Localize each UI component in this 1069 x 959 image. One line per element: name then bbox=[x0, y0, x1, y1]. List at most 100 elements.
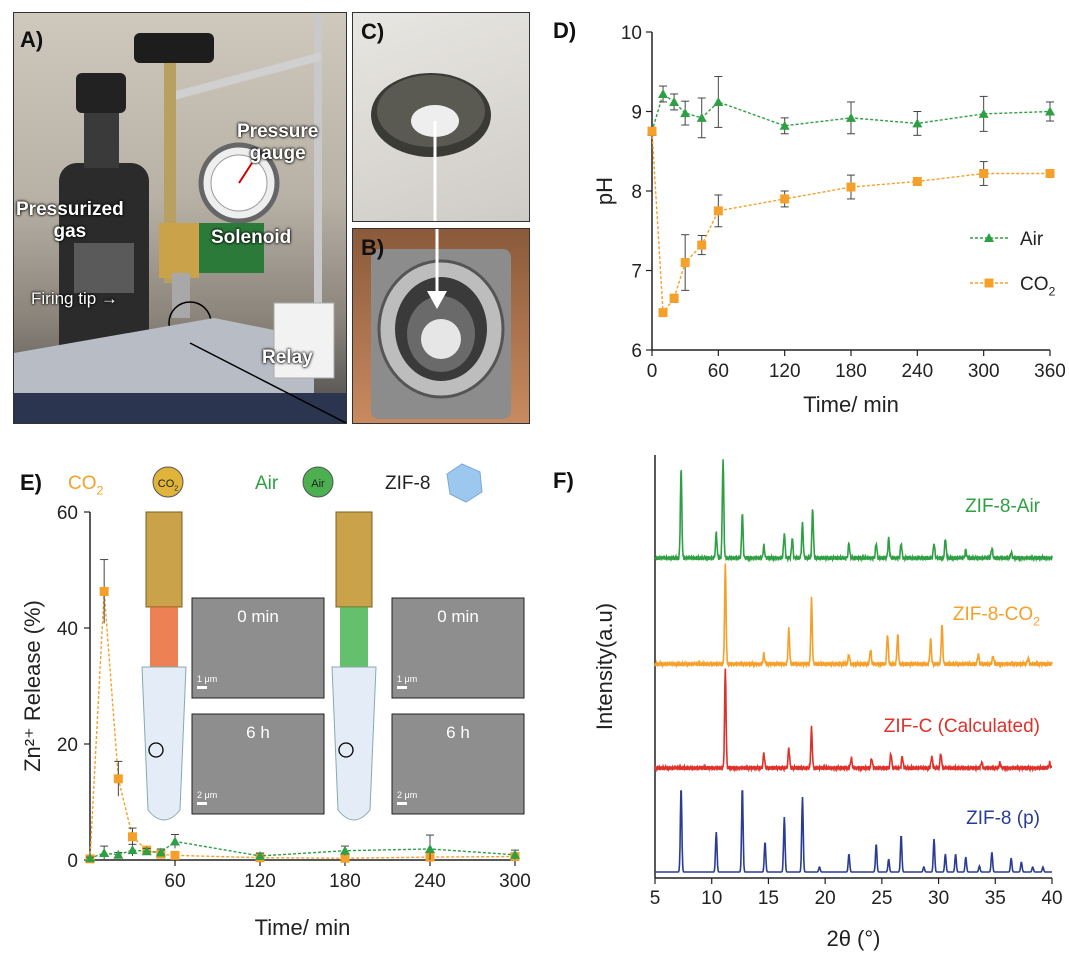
x-tick-label: 300 bbox=[968, 361, 1000, 382]
data-point-co2 bbox=[113, 774, 123, 784]
x-tick-label: 10 bbox=[701, 888, 722, 909]
x-axis-label: 2θ (°) bbox=[826, 926, 880, 951]
data-point-air bbox=[713, 96, 724, 106]
data-point-co2 bbox=[1045, 169, 1055, 179]
y-tick-label: 20 bbox=[57, 735, 78, 756]
co2-0min-scale-bar bbox=[197, 686, 207, 689]
air-0min-scale-bar bbox=[397, 686, 407, 689]
data-point-air bbox=[912, 118, 923, 128]
y-tick-label: 40 bbox=[57, 619, 78, 640]
legend-marker-co2 bbox=[984, 278, 994, 288]
chart-xrd: 5 10 15 20 25 30 35 40 2θ (°) Intensity(a.u) ZIF-8… bbox=[592, 455, 1063, 951]
data-point-air bbox=[255, 850, 265, 860]
x-tick-label: 180 bbox=[835, 361, 867, 382]
data-point-co2 bbox=[846, 182, 856, 192]
air-bubble-label: Air bbox=[311, 478, 325, 490]
x-tick-label: 0 bbox=[647, 361, 658, 382]
y-axis-label: Intensity(a.u) bbox=[592, 603, 617, 730]
data-point-air bbox=[141, 846, 152, 856]
panel-label-c: C) bbox=[361, 19, 385, 44]
y-tick-label: 60 bbox=[57, 503, 78, 524]
y-tick-label: 6 bbox=[631, 341, 642, 362]
x-tick-label: 35 bbox=[985, 888, 1006, 909]
co2-zoom-circle bbox=[148, 742, 164, 758]
data-point-co2 bbox=[658, 308, 668, 318]
air-bubble-icon bbox=[302, 466, 334, 498]
y-tick-label: 9 bbox=[631, 103, 642, 124]
co2-0min-sem-label: 0 min bbox=[237, 607, 279, 626]
data-point-co2 bbox=[680, 258, 690, 268]
data-point-air bbox=[978, 108, 989, 118]
co2-jet bbox=[150, 607, 178, 667]
data-point-air bbox=[696, 112, 707, 122]
y-axis-label: pH bbox=[592, 177, 617, 205]
data-point-air bbox=[340, 845, 350, 855]
y-tick-label: 0 bbox=[67, 851, 78, 872]
zif8-crystal-icon bbox=[446, 463, 483, 503]
x-axis-label: Time/ min bbox=[255, 915, 351, 940]
co2-6h-scale-label: 2 μm bbox=[197, 790, 217, 800]
x-tick-label: 240 bbox=[414, 871, 446, 892]
y-tick-label: 8 bbox=[631, 182, 642, 203]
chart-ph: 6 7 8 9 10 0 60 120 180 240 300 360 Time/ min pH Air CO… bbox=[592, 23, 1065, 417]
panel-label-f: F) bbox=[553, 468, 574, 493]
y-axis-label: Zn²⁺ Release (%) bbox=[20, 600, 45, 772]
panel-label-d: D) bbox=[553, 18, 577, 43]
data-point-co2 bbox=[340, 853, 350, 863]
label-co2: CO2 bbox=[158, 478, 179, 492]
x-tick-label: 25 bbox=[871, 888, 892, 909]
data-point-co2 bbox=[713, 206, 723, 216]
data-point-air bbox=[85, 853, 95, 863]
co2-6h-sem-label: 6 h bbox=[246, 723, 270, 742]
air-6h-sem-image bbox=[391, 713, 525, 815]
label-co2: CO2 bbox=[68, 473, 104, 498]
co2-tube bbox=[141, 666, 187, 821]
label-pressurized-gas: Pressurized gas bbox=[16, 199, 124, 242]
legend-label-air: Air bbox=[1020, 229, 1044, 250]
air-zoom-circle bbox=[338, 742, 354, 758]
air-fitting bbox=[335, 511, 373, 608]
series-label: ZIF-8-Air bbox=[965, 496, 1041, 517]
x-tick-label: 15 bbox=[758, 888, 779, 909]
y-tick-label: 10 bbox=[621, 23, 642, 44]
photo-b: B) bbox=[352, 228, 530, 424]
series-label: ZIF-8 (p) bbox=[966, 808, 1040, 829]
xrd-pattern bbox=[654, 668, 1053, 773]
label-solenoid: Solenoid bbox=[211, 227, 292, 248]
data-point-co2 bbox=[912, 176, 922, 186]
panel-label-e: E) bbox=[20, 470, 42, 495]
fitting-illustration bbox=[371, 229, 511, 419]
data-point-air bbox=[779, 120, 790, 130]
x-tick-label: 20 bbox=[815, 888, 836, 909]
data-point-air bbox=[155, 847, 166, 857]
data-point-air bbox=[1045, 106, 1055, 116]
data-point-co2 bbox=[170, 850, 180, 860]
air-6h-sem-label: 6 h bbox=[446, 723, 470, 742]
photo-c: C) bbox=[352, 12, 530, 222]
chart-zn-release: 0 20 40 60 60 120 180 240 300 Time/ min Zn²⁺ Relea… bbox=[20, 463, 531, 940]
air-0min-sem-image bbox=[391, 597, 525, 699]
x-tick-label: 40 bbox=[1041, 888, 1062, 909]
x-tick-label: 240 bbox=[901, 361, 933, 382]
co2-fitting bbox=[145, 511, 183, 608]
legend-marker-air bbox=[984, 233, 994, 242]
x-tick-label: 5 bbox=[650, 888, 661, 909]
y-tick-label: 7 bbox=[631, 262, 642, 283]
data-point-air bbox=[658, 89, 669, 99]
photo-setup: Pressure gauge Pressurized gas Solenoid Fi… bbox=[13, 12, 347, 424]
series-label: ZIF-C (Calculated) bbox=[884, 716, 1040, 737]
label-relay: Relay bbox=[262, 347, 313, 368]
data-point-air bbox=[127, 845, 138, 855]
panel-label-b: B) bbox=[361, 235, 385, 260]
panel-label-a: A) bbox=[20, 27, 44, 52]
co2-bubble-icon bbox=[152, 466, 184, 498]
series-line-co2 bbox=[89, 591, 516, 859]
data-point-co2 bbox=[697, 240, 707, 250]
x-axis-label: Time/ min bbox=[803, 392, 899, 417]
data-point-air bbox=[170, 836, 180, 846]
co2-0min-sem-image bbox=[191, 597, 325, 699]
xrd-pattern bbox=[654, 459, 1053, 563]
data-point-co2 bbox=[647, 126, 657, 136]
co2-6h-sem-image bbox=[191, 713, 325, 815]
air-6h-scale-label: 2 μm bbox=[397, 790, 417, 800]
